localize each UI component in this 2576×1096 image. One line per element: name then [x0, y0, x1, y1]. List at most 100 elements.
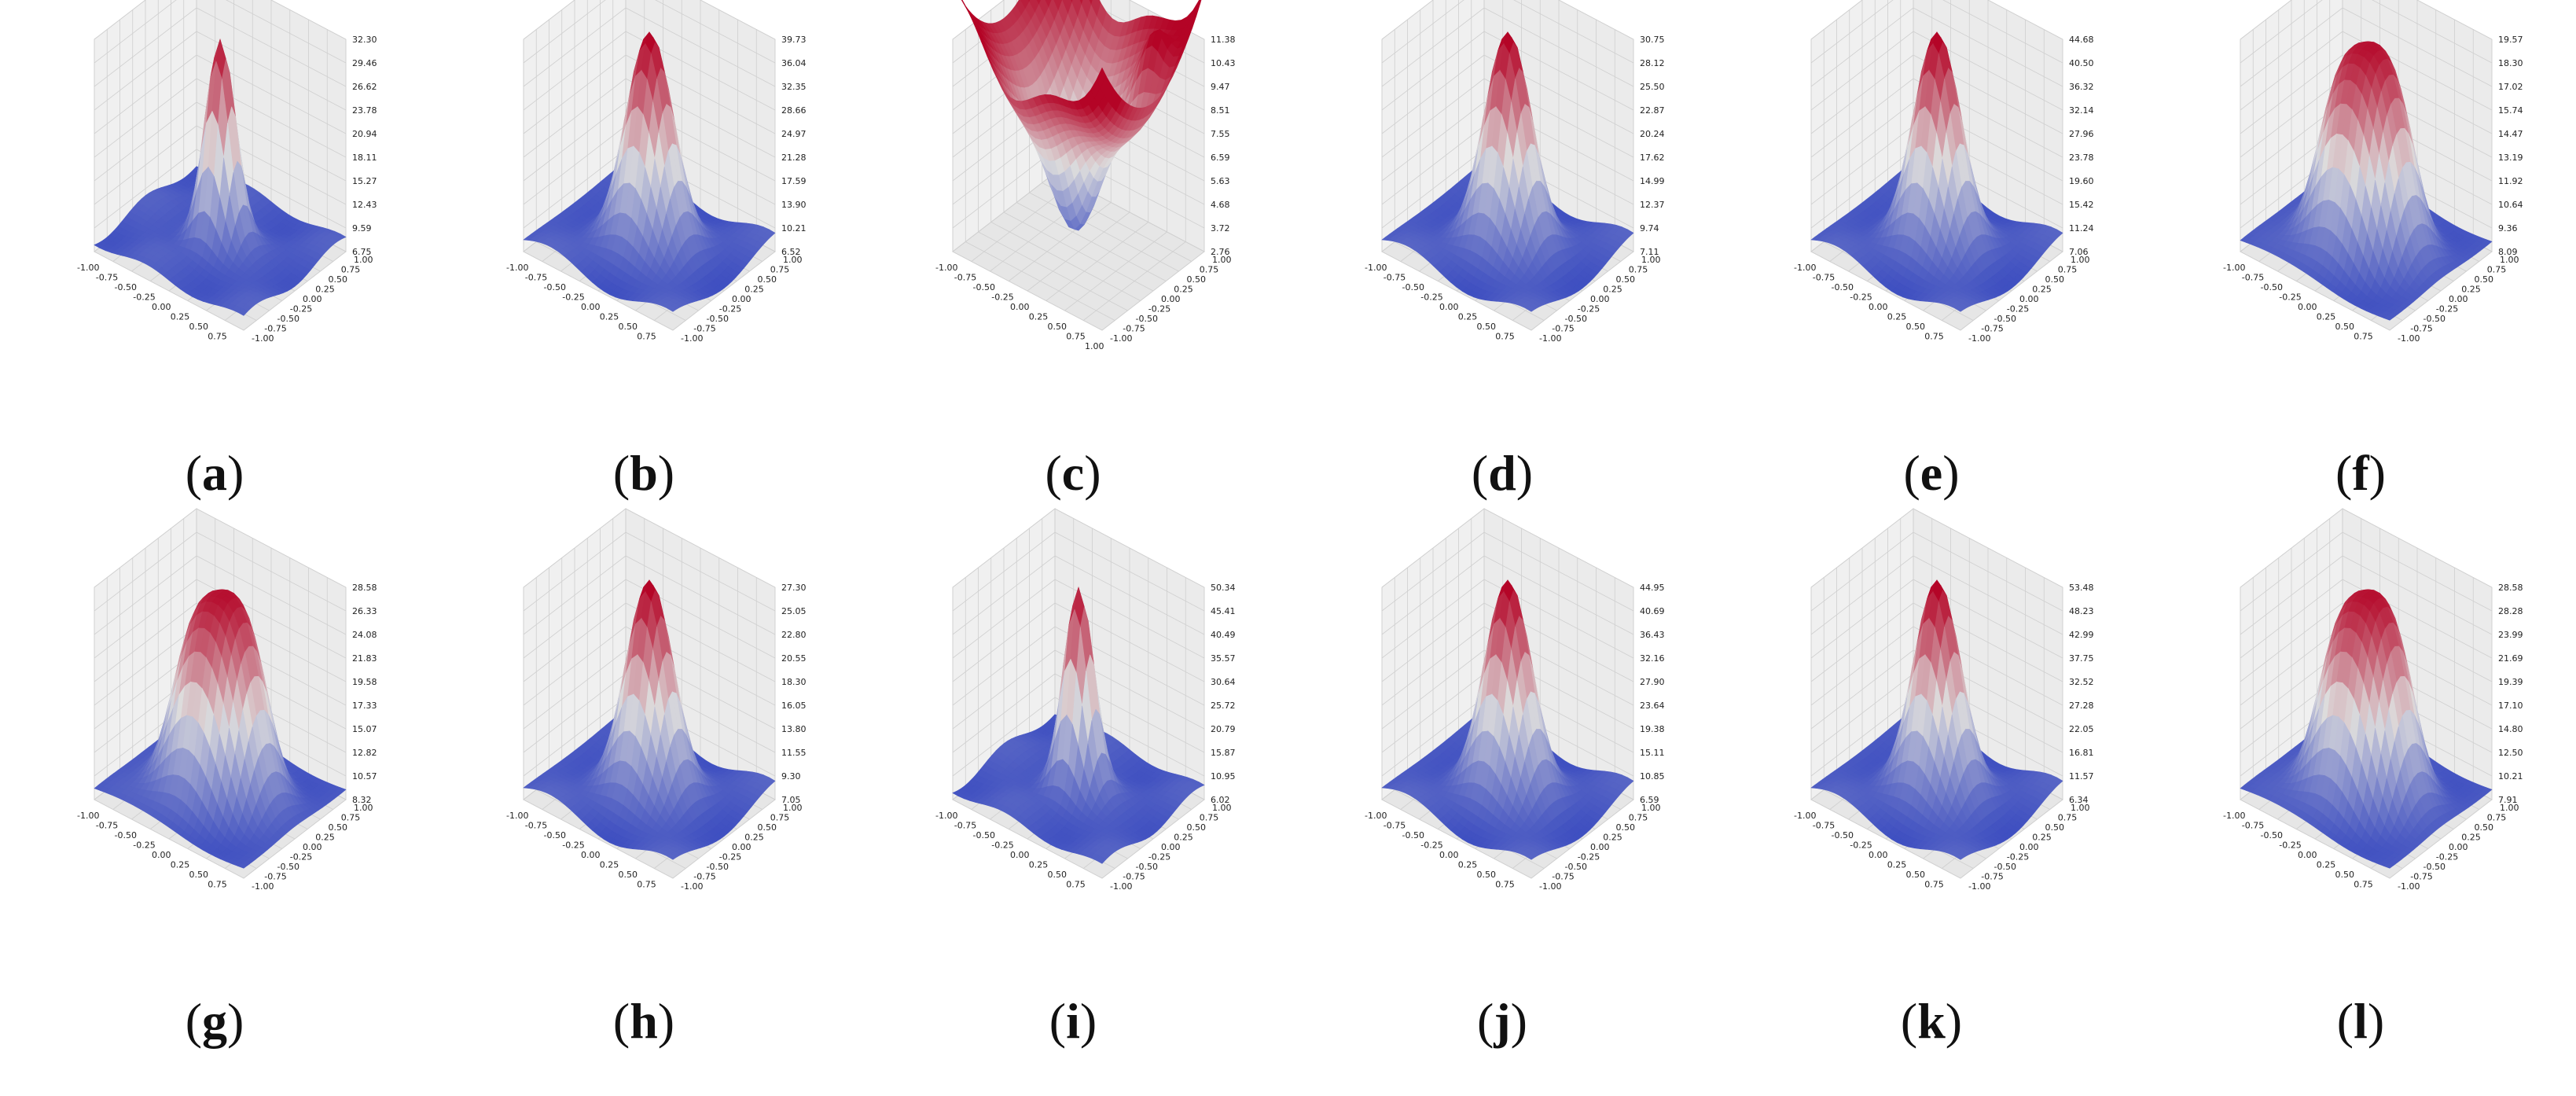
y-tick-label: -0.50	[277, 314, 299, 324]
x-tick-label: -0.50	[115, 282, 137, 292]
y-tick-label: 0.25	[2461, 285, 2481, 295]
z-tick-label: 36.32	[2069, 82, 2094, 92]
x-tick-label: 0.25	[1029, 312, 1049, 322]
y-tick-label: 0.25	[1174, 833, 1193, 843]
y-tick-label: -0.50	[2423, 314, 2446, 324]
z-tick-label: 48.23	[2069, 606, 2094, 616]
z-tick-label: 25.05	[781, 606, 807, 616]
x-tick-label: 0.50	[2335, 870, 2355, 880]
y-tick-label: 0.00	[732, 842, 751, 852]
x-tick-label: -1.00	[1365, 811, 1387, 821]
panel-caption: (i)	[1049, 993, 1097, 1049]
x-tick-label: 0.75	[2354, 332, 2373, 342]
z-tick-label: 40.49	[1211, 630, 1236, 640]
z-ticks: 53.48 48.23 42.99 37.75 32.52 27.28 22.05 16.81…	[2069, 583, 2094, 805]
x-ticks: -1.00-0.75-0.50-0.250.000.250.500.75	[2223, 811, 2373, 890]
y-tick-label: -0.75	[693, 872, 715, 882]
z-tick-label: 18.30	[781, 677, 807, 687]
x-tick-label: 0.75	[1495, 332, 1515, 342]
z-tick-label: 9.74	[1640, 223, 1659, 234]
y-tick-label: -0.50	[1994, 314, 2016, 324]
y-tick-label: -0.75	[2410, 872, 2432, 882]
z-tick-label: 6.59	[1211, 153, 1230, 163]
y-ticks: 1.000.750.500.250.00-0.25-0.50-0.75-1.00	[2398, 255, 2519, 344]
surface-panel-l: 28.58 28.28 23.99 21.69 19.39 17.10 14.80 12.50…	[2146, 507, 2575, 1096]
z-ticks: 44.95 40.69 36.43 32.16 27.90 23.64 19.38 15.11…	[1640, 583, 1665, 805]
panel-caption: (k)	[1900, 993, 1963, 1049]
z-tick-label: 16.81	[2069, 748, 2094, 758]
y-tick-label: 0.75	[2058, 813, 2078, 823]
y-tick-label: -0.25	[2436, 852, 2458, 862]
panel-label: f	[2352, 445, 2369, 501]
x-ticks: -1.00-0.75-0.50-0.250.000.250.500.75	[1365, 811, 1515, 890]
z-tick-label: 10.57	[352, 771, 377, 782]
y-tick-label: 0.00	[303, 294, 322, 304]
y-tick-label: 0.50	[758, 274, 777, 285]
z-tick-label: 17.33	[352, 701, 377, 711]
y-tick-label: 1.00	[2071, 803, 2090, 813]
surface-mesh	[2240, 589, 2493, 869]
surface-mesh	[523, 31, 776, 312]
z-tick-label: 7.91	[2498, 795, 2518, 805]
x-tick-label: -1.00	[77, 811, 99, 821]
y-tick-label: -1.00	[681, 881, 703, 892]
surface-panel-i: 50.34 45.41 40.49 35.57 30.64 25.72 20.79 15.87…	[858, 507, 1288, 1096]
panel-label: g	[202, 993, 227, 1049]
z-tick-label: 22.80	[781, 630, 807, 640]
z-tick-label: 25.72	[1211, 701, 1236, 711]
y-tick-label: -0.50	[2423, 862, 2446, 872]
x-tick-label: -0.75	[525, 821, 547, 831]
z-tick-label: 14.80	[2498, 724, 2523, 734]
y-tick-label: 0.75	[1200, 265, 1219, 275]
y-tick-label: 1.00	[1212, 803, 1232, 813]
x-tick-label: -0.25	[991, 840, 1013, 851]
x-tick-label: 0.50	[619, 870, 638, 880]
x-tick-label: 0.25	[1458, 312, 1478, 322]
z-tick-label: 4.68	[1211, 200, 1230, 210]
x-ticks: -1.00-0.75-0.50-0.250.000.250.500.75	[77, 263, 227, 342]
x-tick-label: 0.00	[581, 302, 601, 312]
panel-label: c	[1061, 445, 1085, 501]
x-tick-label: 0.75	[2354, 880, 2373, 890]
surface-panel-k: 53.48 48.23 42.99 37.75 32.52 27.28 22.05 16.81…	[1717, 507, 2146, 1096]
z-tick-label: 21.83	[352, 653, 377, 664]
surface-plot-l: 28.58 28.28 23.99 21.69 19.39 17.10 14.80 12.50…	[2223, 507, 2523, 892]
x-tick-label: -0.75	[96, 821, 118, 831]
x-tick-label: 0.75	[208, 880, 227, 890]
y-tick-label: 0.00	[732, 294, 751, 304]
y-tick-label: 0.00	[1590, 294, 1610, 304]
y-tick-label: -0.50	[1994, 862, 2016, 872]
x-tick-label: 0.25	[171, 860, 190, 870]
z-ticks: 30.75 28.12 25.50 22.87 20.24 17.62 14.99 12.37…	[1640, 35, 1665, 257]
z-ticks: 28.58 28.28 23.99 21.69 19.39 17.10 14.80 12.50…	[2498, 583, 2523, 805]
surface-mesh	[952, 586, 1205, 864]
z-tick-label: 17.62	[1640, 153, 1665, 163]
z-ticks: 11.38 10.43 9.47 8.51 7.55 6.59 5.63 4.68 3.72 2.…	[1211, 35, 1236, 257]
x-tick-label: -0.25	[133, 292, 155, 303]
z-tick-label: 23.78	[2069, 153, 2094, 163]
y-tick-label: 0.25	[744, 833, 764, 843]
panel-caption: (c)	[1045, 445, 1101, 501]
y-tick-label: 0.50	[758, 822, 777, 833]
panel-caption: (f)	[2335, 445, 2386, 501]
panel-label: l	[2354, 993, 2368, 1049]
panel-label: b	[630, 445, 658, 501]
z-tick-label: 19.39	[2498, 677, 2523, 687]
y-ticks: 1.000.750.500.250.00-0.25-0.50-0.75-1.00	[681, 255, 803, 344]
y-tick-label: -0.25	[290, 304, 312, 314]
surface-plot-g: 28.58 26.33 24.08 21.83 19.58 17.33 15.07 12.82…	[77, 507, 377, 892]
y-tick-label: 0.25	[744, 285, 764, 295]
x-tick-label: 0.50	[619, 322, 638, 332]
z-tick-label: 27.28	[2069, 701, 2094, 711]
panel-caption: (h)	[612, 993, 675, 1049]
surface-panel-a: 32.30 29.46 26.62 23.78 20.94 18.11 15.27 12.43…	[0, 0, 429, 548]
panel-caption: (a)	[185, 445, 244, 501]
z-tick-label: 20.24	[1640, 129, 1665, 139]
y-tick-label: -0.50	[707, 314, 729, 324]
y-tick-label: 1.00	[783, 255, 803, 265]
y-tick-label: 0.00	[1590, 842, 1610, 852]
z-tick-label: 15.42	[2069, 200, 2094, 210]
surface-plot-f: 19.57 18.30 17.02 15.74 14.47 13.19 11.92 10.64…	[2223, 0, 2523, 344]
y-ticks: 1.000.750.500.250.00-0.25-0.50-0.75-1.00	[252, 803, 373, 892]
x-tick-label: 0.00	[1439, 302, 1459, 312]
